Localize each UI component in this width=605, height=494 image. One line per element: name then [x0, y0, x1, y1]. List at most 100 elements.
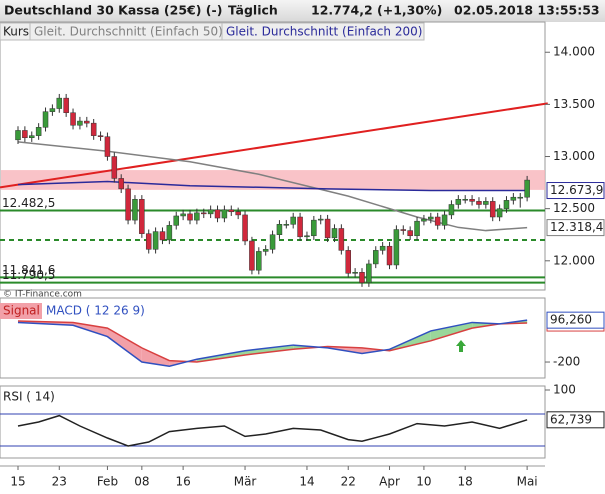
candle-body	[221, 209, 228, 219]
rsi-panel	[0, 385, 546, 459]
candle-body	[476, 201, 482, 205]
candle-body	[434, 216, 441, 226]
moving-average	[17, 180, 528, 192]
candle-body	[462, 199, 468, 201]
quote: 12.774,2 (+1,30%)	[311, 3, 442, 18]
y-tick-label: 12.000	[553, 253, 595, 267]
candle-body	[366, 263, 372, 283]
candle-body	[269, 234, 276, 250]
candle-body	[228, 209, 235, 213]
candle-body	[400, 229, 407, 231]
candle-body	[111, 156, 118, 179]
candle-body	[194, 212, 200, 221]
x-tick-label: 15	[10, 475, 25, 489]
macd-panel	[0, 297, 546, 379]
candle-body	[359, 272, 365, 283]
candle-body	[503, 200, 510, 209]
main-panel	[0, 21, 546, 291]
indicator-line	[17, 319, 528, 368]
legend-signal: Signal	[3, 304, 40, 318]
legend-ma200: Gleit. Durchschnitt (Einfach 200)	[226, 25, 422, 39]
candle-body	[373, 250, 379, 265]
candle-body	[262, 249, 269, 252]
candle-body	[496, 208, 503, 218]
candle-body	[201, 212, 207, 215]
interval: Täglich	[228, 3, 278, 18]
candle-body	[290, 216, 296, 225]
candle-body	[207, 209, 214, 215]
candle-body	[393, 229, 400, 266]
x-tick-label: Apr	[379, 475, 400, 489]
x-tick-label: 18	[458, 475, 473, 489]
x-tick-label: 22	[341, 475, 356, 489]
legend-ma50: Gleit. Durchschnitt (Einfach 50)	[34, 25, 223, 39]
legend-kurs: Kurs	[3, 25, 29, 39]
candle-body	[56, 97, 63, 109]
macd-fill	[141, 347, 170, 367]
candle-body	[125, 188, 131, 221]
y-tick-label: 100	[553, 383, 576, 397]
candle-body	[414, 220, 420, 237]
macd-fill	[430, 322, 473, 341]
x-tick-label: 10	[416, 475, 431, 489]
value-label: 12.318,4	[550, 220, 603, 234]
x-tick-label: Feb	[97, 475, 118, 489]
legend-macd: MACD ( 12 26 9)	[46, 304, 145, 318]
candle-body	[448, 204, 455, 216]
x-tick-label: Mär	[234, 475, 257, 489]
macd-fill	[107, 328, 142, 363]
candle-body	[118, 178, 124, 190]
moving-average	[17, 141, 528, 232]
x-tick-label: 14	[299, 475, 314, 489]
candle-body	[166, 225, 173, 241]
timestamp: 02.05.2018 13:55:53	[454, 3, 600, 18]
candle-body	[469, 199, 475, 202]
level-label: 11.841,6	[2, 263, 55, 277]
candle-body	[428, 216, 434, 220]
candle-body	[35, 127, 42, 136]
candle-body	[421, 218, 427, 222]
candle-body	[386, 245, 393, 266]
candle-body	[338, 228, 345, 251]
x-tick-label: 08	[134, 475, 149, 489]
candle-body	[214, 209, 221, 219]
candle-body	[242, 214, 248, 242]
indicator-line	[17, 414, 528, 447]
legend-rsi: RSI ( 14)	[3, 390, 55, 404]
y-tick-label: -200	[553, 355, 580, 369]
candle-body	[304, 235, 310, 238]
candle-body	[311, 219, 317, 237]
value-label: 12.673,9	[550, 183, 603, 197]
y-tick-label: 14.000	[553, 45, 595, 59]
candle-body	[97, 135, 104, 137]
y-tick-label: 12.500	[553, 201, 595, 215]
candle-body	[187, 213, 193, 221]
candle-body	[524, 179, 530, 198]
candle-body	[180, 213, 186, 217]
candle-body	[352, 272, 358, 274]
candle-body	[139, 199, 145, 234]
value-label: 62,739	[550, 412, 592, 426]
candle-body	[70, 112, 76, 126]
candle-body	[77, 120, 83, 126]
candle-body	[235, 211, 241, 216]
candle-body	[510, 196, 517, 201]
candle-body	[379, 245, 386, 251]
candle-body	[159, 231, 166, 241]
macd-fill	[245, 345, 294, 355]
value-box	[546, 311, 605, 329]
y-tick-label: 13.500	[553, 97, 595, 111]
candle-body	[22, 130, 28, 139]
indicator-line	[17, 320, 528, 363]
candle-body	[29, 135, 35, 139]
candle-body	[407, 230, 413, 237]
candle-body	[145, 233, 152, 250]
candle-body	[317, 218, 324, 221]
x-tick-label: Mai	[517, 475, 538, 489]
x-tick-label: 23	[52, 475, 67, 489]
candle-body	[49, 108, 56, 112]
candle-body	[104, 136, 111, 157]
candle-body	[173, 215, 179, 226]
zone	[1, 170, 545, 190]
candle-body	[297, 216, 303, 238]
